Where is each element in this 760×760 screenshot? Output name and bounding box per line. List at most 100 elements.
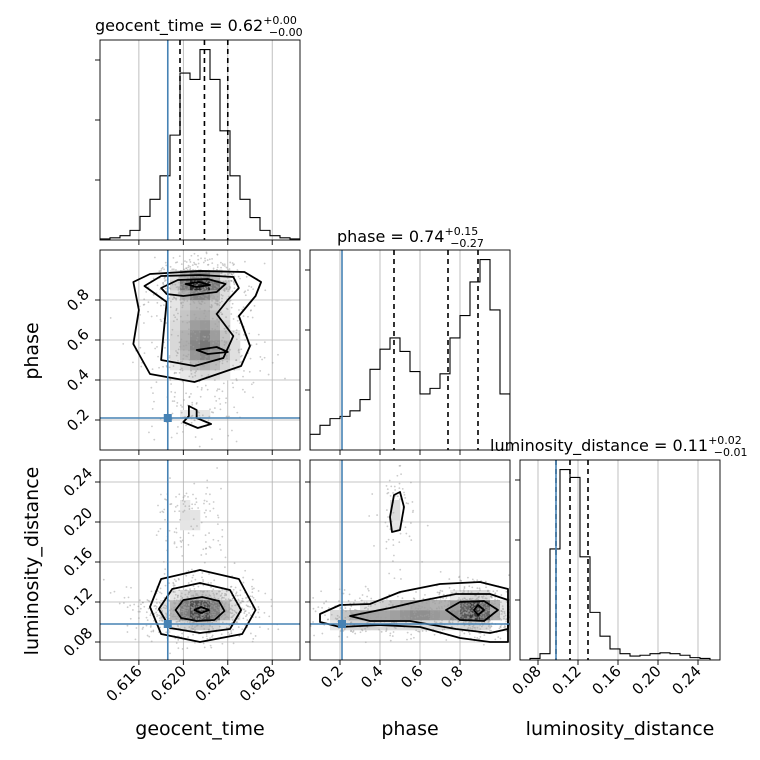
density-cell (220, 620, 231, 631)
sample-point (193, 621, 195, 623)
sample-point (185, 340, 188, 343)
sample-point (134, 638, 137, 641)
sample-point (171, 328, 174, 331)
sample-point (216, 467, 219, 469)
sample-point (211, 590, 214, 593)
sample-point (171, 615, 174, 618)
sample-point (208, 415, 211, 418)
sample-point (145, 624, 148, 627)
sample-point (392, 511, 395, 514)
sample-point (204, 613, 207, 616)
sample-point (181, 360, 184, 363)
sample-point (211, 257, 213, 260)
sample-point (366, 595, 369, 598)
density-cell (220, 290, 231, 301)
sample-point (153, 612, 156, 615)
sample-point (481, 625, 483, 628)
sample-point (471, 609, 473, 612)
sample-point (259, 356, 262, 358)
sample-point (215, 607, 217, 610)
density-cell (230, 360, 241, 371)
sample-point (187, 616, 190, 618)
histogram-step (310, 258, 510, 450)
sample-point (156, 613, 159, 616)
sample-point (209, 510, 212, 512)
sample-point (152, 392, 154, 395)
sample-point (212, 339, 215, 342)
sample-point (197, 282, 200, 285)
sample-point (417, 607, 420, 610)
title-phase: phase = 0.74+0.15 −0.27 (337, 225, 484, 250)
sample-point (196, 368, 199, 370)
sample-point (192, 300, 195, 303)
sample-point (180, 301, 183, 304)
sample-point (168, 582, 171, 585)
sample-point (480, 616, 482, 619)
sample-point (244, 339, 247, 341)
sample-point (388, 572, 391, 575)
sample-point (235, 331, 238, 334)
sample-point (175, 599, 178, 602)
sample-point (480, 614, 483, 617)
sample-point (203, 646, 206, 649)
sample-point (487, 590, 489, 593)
sample-point (414, 616, 417, 619)
sample-point (361, 614, 363, 617)
sample-point (471, 625, 474, 628)
sample-point (249, 605, 251, 608)
sample-point (398, 487, 401, 490)
sample-point (494, 602, 496, 605)
sample-point (243, 612, 246, 614)
sample-point (420, 619, 422, 622)
density-cell (180, 410, 191, 421)
sample-point (215, 285, 218, 287)
sample-point (195, 501, 198, 504)
sample-point (387, 516, 389, 518)
sample-point (442, 597, 444, 600)
sample-point (215, 334, 217, 337)
sample-point (468, 585, 471, 588)
sample-point (189, 590, 192, 592)
sample-point (181, 304, 184, 307)
sample-point (215, 363, 217, 366)
sample-point (132, 609, 134, 611)
contour-line (143, 274, 240, 367)
y-tick-label: 0.4 (63, 365, 93, 395)
sample-point (482, 616, 485, 619)
sample-point (192, 611, 195, 614)
sample-point (175, 307, 178, 310)
sample-point (181, 331, 184, 334)
sample-point (410, 481, 412, 484)
sample-point (438, 593, 441, 596)
sample-point (193, 482, 196, 485)
sample-point (230, 204, 232, 206)
sample-point (365, 616, 368, 618)
ylabel-phase: phase (21, 322, 43, 379)
sample-point (195, 370, 197, 373)
sample-point (385, 610, 387, 613)
sample-point (422, 597, 425, 600)
sample-point (211, 635, 213, 638)
sample-point (177, 577, 180, 580)
sample-point (219, 301, 222, 304)
sample-point (164, 346, 166, 349)
sample-point (186, 647, 189, 650)
sample-point (173, 599, 176, 602)
sample-point (211, 327, 214, 330)
sample-point (223, 605, 226, 608)
density-cell (220, 600, 231, 611)
density-cell (390, 510, 401, 521)
sample-point (385, 509, 388, 511)
density-cell (180, 510, 191, 521)
sample-point (182, 348, 185, 351)
sample-point (268, 615, 271, 618)
sample-point (200, 257, 202, 260)
sample-point (216, 609, 219, 612)
sample-point (391, 604, 394, 607)
sample-point (212, 507, 215, 510)
sample-point (221, 362, 224, 365)
panel-content (100, 204, 300, 450)
sample-point (125, 586, 128, 588)
sample-point (419, 607, 422, 610)
sample-point (211, 613, 214, 616)
